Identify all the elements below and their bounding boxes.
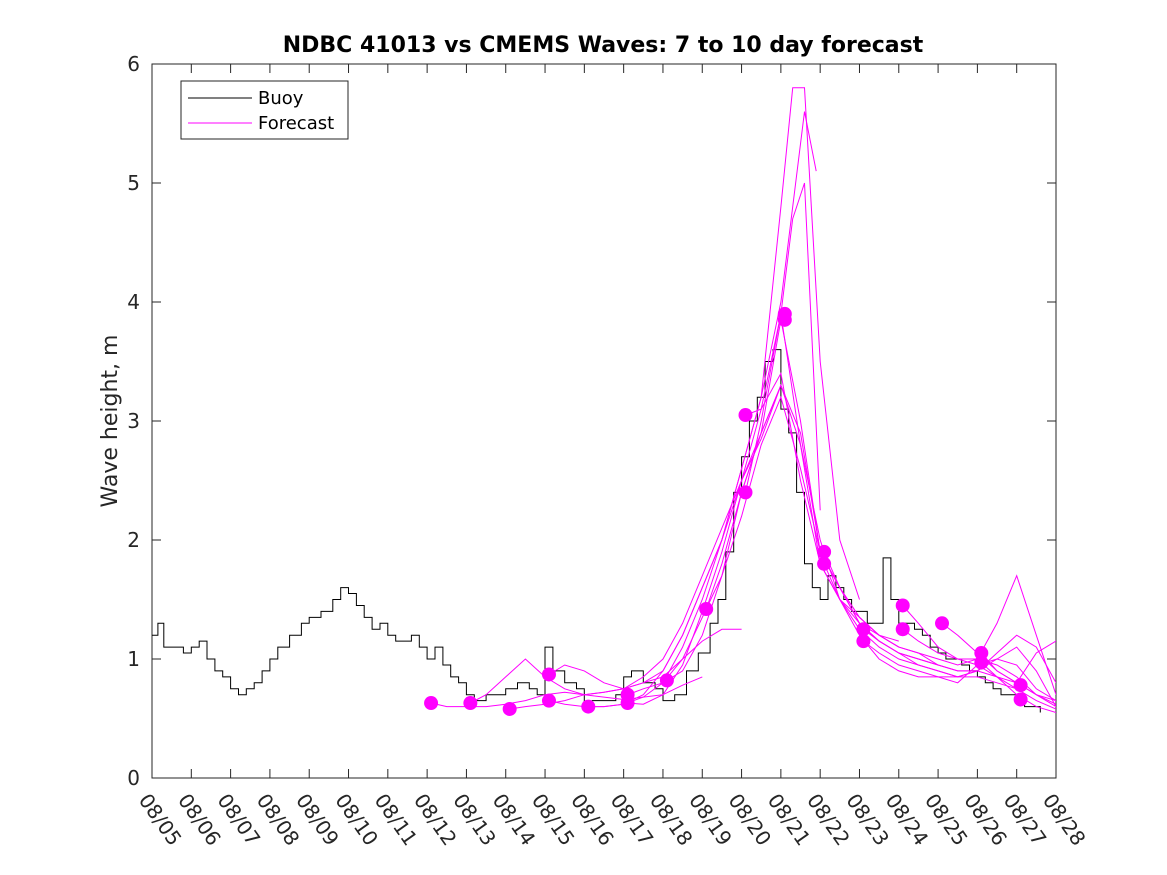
forecast-start-marker-17 [856, 622, 871, 637]
y-tick-label: 4 [127, 290, 140, 314]
forecast-start-marker-23 [974, 655, 989, 670]
forecast-start-marker-10 [699, 602, 714, 617]
axis-layer: 012345608/0508/0608/0708/0808/0908/1008/… [127, 52, 1090, 850]
forecast-start-marker-18 [856, 634, 871, 649]
forecast-start-marker-4 [541, 667, 556, 682]
forecast-start-marker-2 [463, 696, 478, 711]
series-layer [152, 87, 1056, 716]
forecast-start-marker-19 [895, 598, 910, 613]
forecast-series-line-13 [823, 551, 1056, 695]
forecast-start-marker-20 [895, 622, 910, 637]
y-tick-label: 1 [127, 647, 140, 671]
forecast-series-line-16 [863, 640, 1056, 702]
forecast-start-marker-15 [817, 544, 832, 559]
buoy-series-line [152, 349, 1041, 713]
y-axis-label: Wave height, m [98, 335, 123, 508]
legend-forecast-label: Forecast [258, 113, 334, 134]
forecast-start-marker-9 [659, 673, 674, 688]
forecast-start-marker-12 [738, 408, 753, 423]
y-tick-label: 3 [127, 409, 140, 433]
forecast-start-marker-1 [424, 696, 439, 711]
forecast-start-marker-14 [777, 312, 792, 327]
forecast-start-marker-5 [541, 693, 556, 708]
forecast-start-marker-21 [935, 616, 950, 631]
forecast-start-marker-25 [1013, 692, 1028, 707]
plot-frame [151, 63, 1057, 779]
y-tick-label: 5 [127, 171, 140, 195]
forecast-start-marker-3 [502, 701, 517, 716]
forecast-series-line-12 [745, 371, 1056, 707]
forecast-start-marker-16 [817, 556, 832, 571]
y-tick-label: 2 [127, 528, 140, 552]
y-tick-label: 6 [127, 52, 140, 76]
legend-box [180, 80, 349, 140]
forecast-start-marker-11 [738, 485, 753, 500]
forecast-start-marker-8 [620, 687, 635, 702]
x-tick-label: 08/28 [1038, 789, 1091, 850]
chart-title: NDBC 41013 vs CMEMS Waves: 7 to 10 day f… [283, 33, 924, 58]
legend-buoy-label: Buoy [258, 88, 304, 109]
forecast-series-line-11 [745, 313, 1017, 690]
forecast-start-marker-24 [1013, 678, 1028, 693]
forecast-start-marker-6 [581, 699, 596, 714]
forecast-series-line-14 [823, 563, 1056, 684]
y-tick-label: 0 [127, 766, 140, 790]
legend: Buoy Forecast [180, 80, 349, 140]
